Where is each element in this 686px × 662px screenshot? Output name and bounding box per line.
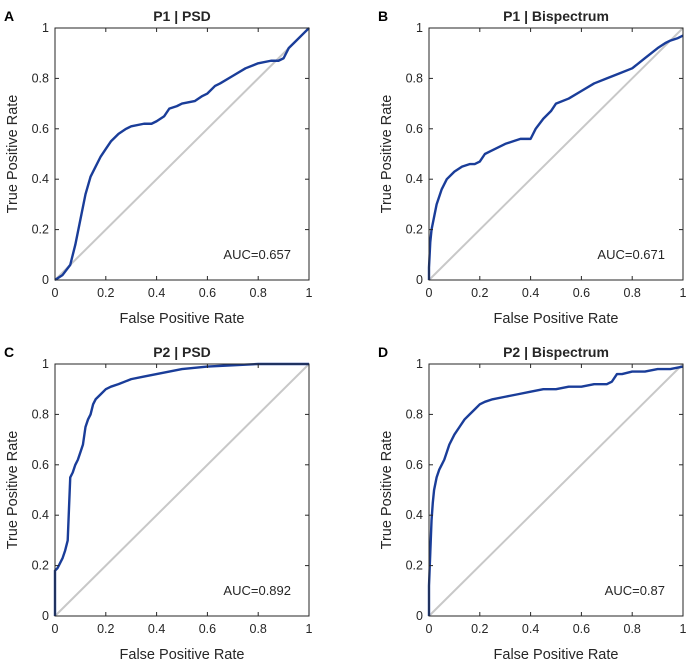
- x-tick-label: 0: [426, 622, 433, 636]
- y-tick-label: 0.2: [406, 223, 423, 237]
- chance-line-d: [428, 363, 684, 617]
- chart-title-c: P2 | PSD: [153, 344, 211, 360]
- y-tick-label: 0: [42, 609, 49, 623]
- y-tick-label: 0.8: [406, 71, 423, 85]
- y-tick-label: 0.2: [32, 223, 49, 237]
- x-tick-label: 0.4: [148, 286, 165, 300]
- panel-b: B P1 | Bispectrum 0 0.2 0.4 0.6 0.8 100.20.40…: [378, 8, 686, 327]
- axes-box-b: [428, 27, 684, 281]
- auc-label-d: AUC=0.87: [605, 583, 665, 598]
- y-tick-label: 1: [416, 21, 423, 35]
- y-axis-label-c: True Positive Rate: [5, 431, 21, 550]
- x-tick-label: 1: [306, 622, 313, 636]
- y-tick-label: 0.4: [32, 508, 49, 522]
- ticks-c: 0 0.2 0.4 0.6 0.8 1 0 0.2 0.4 0.6 0.8 1: [32, 357, 313, 636]
- roc-curve-c: [53, 362, 309, 616]
- x-axis-label-a: False Positive Rate: [120, 311, 245, 327]
- x-tick-label: 0.4: [522, 622, 539, 636]
- x-tick-label: 0.2: [471, 286, 488, 300]
- y-tick-label: 0.8: [32, 407, 49, 421]
- panel-a: A P1 | PSD 0 0.2 0.4 0.6 0.8 100.20.40.60.81 …: [4, 8, 313, 327]
- y-tick-label: 0.6: [406, 122, 423, 136]
- x-tick-label: 1: [680, 286, 686, 300]
- y-tick-label: 1: [42, 21, 49, 35]
- x-axis-label-c: False Positive Rate: [120, 647, 245, 662]
- ticks-b: 0 0.2 0.4 0.6 0.8 1 0 0.2 0.4 0.6 0.8 1: [406, 21, 686, 300]
- chart-title-b: P1 | Bispectrum: [503, 8, 609, 24]
- x-tick-label: 0: [426, 286, 433, 300]
- x-tick-label: 0.2: [471, 622, 488, 636]
- panel-letter-b: B: [378, 8, 388, 24]
- x-axis-label-b: False Positive Rate: [494, 311, 619, 327]
- roc-curve-d: [427, 365, 684, 616]
- x-tick-label: 0.6: [573, 622, 590, 636]
- chance-diagonal: [54, 363, 310, 617]
- y-tick-label: 0.4: [406, 172, 423, 186]
- y-tick-label: 0.4: [406, 508, 423, 522]
- chance-diagonal: [428, 27, 684, 281]
- x-tick-label: 1: [680, 622, 686, 636]
- x-tick-label: 0.8: [250, 622, 267, 636]
- roc-line: [53, 362, 309, 616]
- y-tick-label: 1: [42, 357, 49, 371]
- y-tick-label: 0: [416, 609, 423, 623]
- x-tick-label: 0.8: [250, 286, 267, 300]
- ticks-a: 0 0.2 0.4 0.6 0.8 1 0 0.2 0.4 0.6 0.8 1: [32, 21, 313, 300]
- chance-diagonal: [54, 27, 310, 281]
- y-axis-label-a: True Positive Rate: [5, 95, 21, 214]
- y-tick-label: 0.8: [406, 407, 423, 421]
- roc-line: [427, 365, 684, 616]
- y-tick-label: 0.6: [32, 458, 49, 472]
- chance-diagonal: [428, 363, 684, 617]
- roc-line: [54, 27, 310, 282]
- x-tick-label: 0.6: [199, 622, 216, 636]
- panel-letter-a: A: [4, 8, 14, 24]
- y-tick-label: 0.6: [32, 122, 49, 136]
- auc-label-c: AUC=0.892: [223, 583, 291, 598]
- x-tick-label: 0: [52, 286, 59, 300]
- axes-box-a: [54, 27, 310, 281]
- x-tick-label: 0.4: [522, 286, 539, 300]
- x-tick-label: 0.6: [199, 286, 216, 300]
- y-tick-label: 0.2: [406, 559, 423, 573]
- roc-line: [427, 34, 684, 280]
- x-tick-label: 0.2: [97, 286, 114, 300]
- x-tick-label: 1: [306, 286, 313, 300]
- auc-label-a: AUC=0.657: [223, 247, 291, 262]
- y-tick-label: 1: [416, 357, 423, 371]
- y-tick-label: 0.8: [32, 71, 49, 85]
- chance-line-c: [54, 363, 310, 617]
- x-tick-label: 0.6: [573, 286, 590, 300]
- panel-letter-c: C: [4, 344, 14, 360]
- panel-c: C P2 | PSD 0 0.2 0.4 0.6 0.8 100.20.40.60.81 …: [4, 344, 313, 662]
- chance-line-a: [54, 27, 310, 281]
- roc-curve-a: [54, 27, 310, 282]
- chart-title-a: P1 | PSD: [153, 8, 211, 24]
- y-tick-label: 0: [416, 273, 423, 287]
- y-tick-label: 0.2: [32, 559, 49, 573]
- panel-d: D P2 | Bispectrum 0 0.2 0.4 0.6 0.8 100.20.40…: [378, 344, 686, 662]
- panel-letter-d: D: [378, 344, 388, 360]
- x-axis-label-d: False Positive Rate: [494, 647, 619, 662]
- y-tick-label: 0: [42, 273, 49, 287]
- ticks-d: 0 0.2 0.4 0.6 0.8 1 0 0.2 0.4 0.6 0.8 1: [406, 357, 686, 636]
- y-axis-label-b: True Positive Rate: [379, 95, 395, 214]
- x-tick-label: 0.4: [148, 622, 165, 636]
- roc-curve-b: [427, 34, 684, 280]
- x-tick-label: 0.2: [97, 622, 114, 636]
- y-tick-label: 0.6: [406, 458, 423, 472]
- chart-title-d: P2 | Bispectrum: [503, 344, 609, 360]
- y-axis-label-d: True Positive Rate: [379, 431, 395, 550]
- x-tick-label: 0.8: [624, 622, 641, 636]
- chance-line-b: [428, 27, 684, 281]
- axes-box-c: [54, 363, 310, 617]
- x-tick-label: 0: [52, 622, 59, 636]
- x-tick-label: 0.8: [624, 286, 641, 300]
- auc-label-b: AUC=0.671: [597, 247, 665, 262]
- y-tick-label: 0.4: [32, 172, 49, 186]
- axes-box-d: [428, 363, 684, 617]
